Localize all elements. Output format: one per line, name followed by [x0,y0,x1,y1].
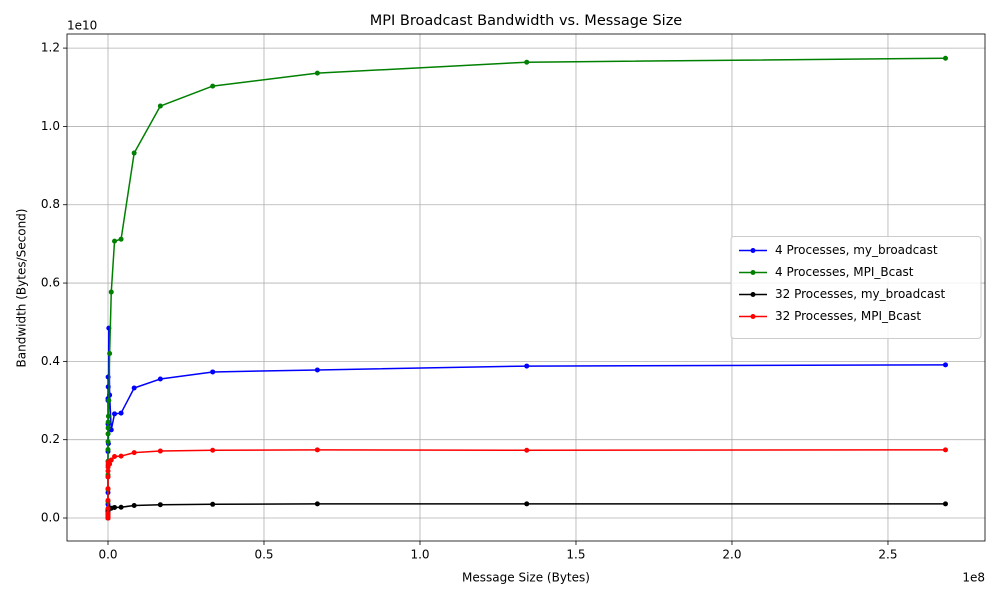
x-tick-label: 1.5 [566,548,585,562]
data-point [157,502,163,508]
plot-frame [66,33,986,542]
data-point [314,367,320,373]
data-point [105,384,111,390]
y-tick-label: 0.0 [41,511,60,525]
data-point [105,510,111,516]
data-point [210,83,216,89]
data-point [157,103,163,109]
y-axis-label: Bandwidth (Bytes/Second) [15,209,29,368]
legend: 4 Processes, my_broadcast 4 Processes, MP… [730,236,982,339]
y-offset-label: 1e10 [67,19,97,33]
data-point [524,363,530,369]
data-point [118,410,124,416]
data-point [107,461,113,467]
data-point [105,497,111,503]
data-point [112,238,118,244]
data-point [105,468,111,474]
y-tick-label: 0.6 [41,276,60,290]
data-point [105,431,111,437]
data-point [118,236,124,242]
data-point [157,448,163,454]
legend-label: 32 Processes, my_broadcast [775,287,945,301]
data-point [112,454,118,460]
legend-box [730,236,982,339]
y-tick-label: 1.0 [41,119,60,133]
x-tick-label: 2.5 [878,548,897,562]
y-tick-label: 0.2 [41,432,60,446]
data-point [314,501,320,507]
x-tick-label: 1.0 [410,548,429,562]
data-point [118,504,124,510]
data-point [942,501,948,507]
x-axis-label: Message Size (Bytes) [462,571,590,585]
data-point [524,501,530,507]
x-tick-label: 0.0 [98,548,117,562]
legend-marker [750,270,756,275]
data-point [112,411,118,417]
data-point [118,453,124,459]
y-tick-label: 1.2 [41,41,60,55]
legend-marker [750,314,756,319]
data-point [105,439,111,445]
legend-label: 4 Processes, my_broadcast [775,243,938,257]
data-point [108,457,114,463]
data-point [131,385,137,391]
data-point [105,413,111,419]
data-point [524,59,530,65]
legend-marker [750,292,756,297]
data-point [942,447,948,453]
data-point [107,351,113,357]
data-point [942,362,948,368]
data-point [210,369,216,375]
data-point [314,447,320,453]
data-point [105,486,111,492]
data-point [105,425,111,431]
chart-title: MPI Broadcast Bandwidth vs. Message Size [370,13,683,29]
data-point [210,501,216,507]
data-point [105,446,111,452]
legend-label: 32 Processes, MPI_Bcast [775,309,921,323]
data-point [314,70,320,76]
data-point [157,376,163,382]
data-point [106,398,112,404]
x-offset-label: 1e8 [962,571,985,585]
data-point [524,447,530,453]
data-point [105,474,111,480]
legend-marker [750,248,756,253]
data-point [942,55,948,61]
data-point [210,447,216,453]
data-point [105,419,111,425]
data-point [112,504,118,510]
data-point [108,289,114,295]
y-tick-label: 0.8 [41,197,60,211]
data-point [131,450,137,456]
data-point [131,502,137,508]
y-tick-label: 0.4 [41,354,60,368]
x-tick-label: 0.5 [254,548,273,562]
legend-label: 4 Processes, MPI_Bcast [775,265,914,279]
data-point [131,150,137,156]
data-point [105,506,111,512]
x-tick-label: 2.0 [722,548,741,562]
